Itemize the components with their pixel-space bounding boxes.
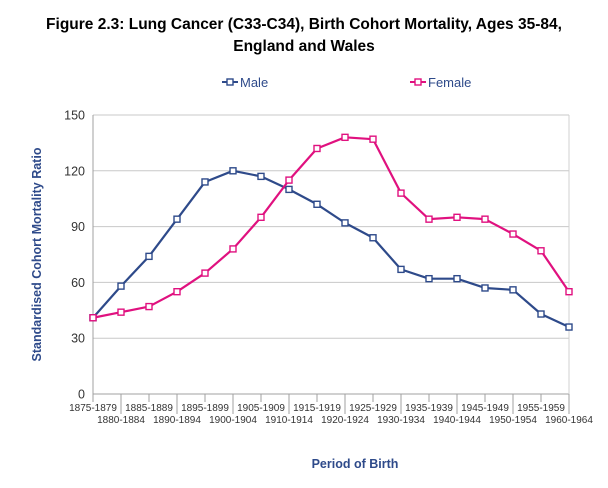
male-data-point [145,252,153,261]
male-data-point [425,274,433,283]
male-data-point [201,178,209,186]
female-data-point [397,189,405,197]
male-data-point [481,284,489,292]
legend: Male Female [222,75,471,90]
y-tick-label: 60 [71,276,85,290]
male-data-point [509,286,517,294]
x-tick-label: 1890-1894 [153,415,201,426]
male-series-line [92,169,570,329]
x-tick-label: 1910-1914 [265,415,313,426]
male-data-point [313,200,321,208]
female-data-point [481,215,489,223]
x-tick-label: 1935-1939 [405,403,453,414]
chart-title-line-2: England and Wales [233,38,375,55]
male-data-point [369,234,377,242]
x-tick-label: 1950-1954 [489,415,537,426]
female-data-point [117,308,125,316]
axes [92,115,570,395]
male-data-point [537,310,545,318]
x-tick-label: 1940-1944 [433,415,481,426]
female-legend-label: Female [428,75,471,90]
female-data-point [285,176,293,184]
male-legend-label: Male [240,75,268,90]
male-data-point [565,323,573,331]
female-data-point [145,302,153,311]
male-data-point [257,172,265,181]
x-tick-label: 1880-1884 [97,415,145,426]
male-data-point [285,185,293,194]
female-legend-marker [414,78,422,86]
x-tick-label: 1930-1934 [377,415,425,426]
female-data-point [509,230,517,238]
female-data-point [173,288,181,296]
male-data-point [341,219,349,227]
male-data-point [117,282,125,290]
female-data-point [565,288,573,296]
x-tick-label: 1925-1929 [349,403,397,414]
male-data-point [397,265,405,274]
chart-title-line-1: Figure 2.3: Lung Cancer (C33-C34), Birth… [46,16,562,33]
x-tick-label: 1885-1889 [125,403,173,414]
female-data-point [313,144,321,153]
x-tick-label: 1945-1949 [461,403,509,414]
y-tick-labels: 0 30 60 90 120 150 [64,109,85,402]
x-tick-label: 1920-1924 [321,415,369,426]
female-data-point [89,314,97,322]
y-tick-label: 90 [71,220,85,234]
x-tick-label: 1900-1904 [209,415,257,426]
female-series-line [92,136,570,319]
male-data-point [453,274,461,283]
y-tick-label: 0 [78,388,85,402]
female-data-point [257,213,265,222]
male-legend-marker [226,78,234,86]
chart-title: Figure 2.3: Lung Cancer (C33-C34), Birth… [0,14,608,58]
y-tick-label: 30 [71,332,85,346]
x-tick-label: 1895-1899 [181,403,229,414]
male-data-point [229,167,237,175]
female-data-point [425,215,433,223]
x-tick-label: 1955-1959 [517,403,565,414]
female-data-point [229,245,237,253]
x-tick-label: 1905-1909 [237,403,285,414]
male-data-point [173,215,181,223]
y-axis-label: Standardised Cohort Mortality Ratio [30,147,44,361]
female-data-point [537,247,545,255]
x-tick-label: 1915-1919 [293,403,341,414]
x-axis-label: Period of Birth [312,457,399,471]
female-data-point [201,269,209,277]
y-tick-label: 150 [64,109,85,123]
x-tick-label: 1960-1964 [545,415,593,426]
x-tick-label: 1875-1879 [69,403,117,414]
y-tick-label: 120 [64,164,85,178]
female-data-point [341,133,349,142]
female-data-point [369,135,377,143]
x-tick-labels: 1875-18791880-18841885-18891890-18941895… [69,394,593,426]
series-layer [89,133,573,331]
female-data-point [453,213,461,222]
